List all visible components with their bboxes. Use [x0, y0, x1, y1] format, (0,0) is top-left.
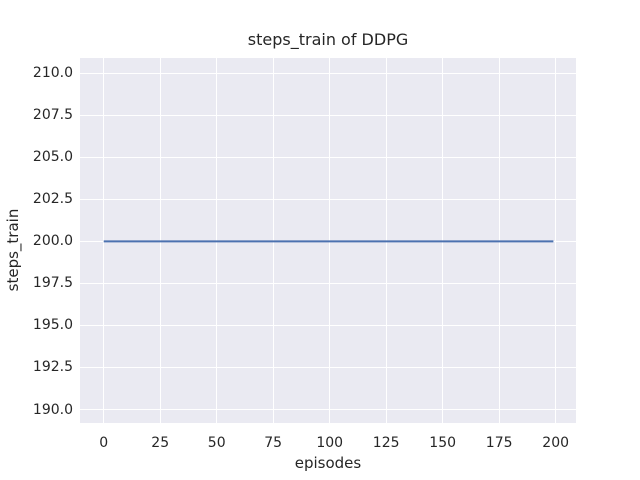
chart-title: steps_train of DDPG [247, 30, 409, 49]
y-gridline [80, 366, 576, 368]
x-tick-label: 150 [429, 435, 457, 451]
x-tick-label: 0 [99, 435, 109, 451]
y-tick-label: 205.0 [32, 149, 73, 166]
series-svg [103, 240, 554, 243]
y-gridline [80, 409, 576, 411]
y-tick-label: 202.5 [32, 191, 73, 208]
y-tick-label: 197.5 [32, 275, 73, 292]
y-gridline [80, 198, 576, 200]
plot-area [80, 58, 576, 423]
x-tick-label: 25 [151, 435, 170, 451]
x-tick-label: 125 [372, 435, 400, 451]
y-tick-label: 195.0 [32, 317, 73, 334]
x-tick-label: 175 [485, 435, 513, 451]
y-gridline [80, 72, 576, 74]
x-tick-label: 50 [207, 435, 226, 451]
x-gridline [555, 58, 557, 423]
y-tick-label: 190.0 [32, 401, 73, 418]
y-tick-label: 207.5 [32, 107, 73, 124]
y-gridline [80, 282, 576, 284]
y-gridline [80, 324, 576, 326]
y-tick-label: 200.0 [32, 233, 73, 250]
y-gridline [80, 114, 576, 116]
x-tick-label: 200 [542, 435, 570, 451]
y-tick-label: 210.0 [32, 65, 73, 82]
x-tick-label: 75 [264, 435, 283, 451]
x-axis-label: episodes [294, 454, 362, 472]
x-tick-label: 100 [316, 435, 344, 451]
y-axis-label: steps_train [4, 208, 22, 292]
y-gridline [80, 156, 576, 158]
x-gridline [103, 58, 105, 423]
y-tick-label: 192.5 [32, 359, 73, 376]
